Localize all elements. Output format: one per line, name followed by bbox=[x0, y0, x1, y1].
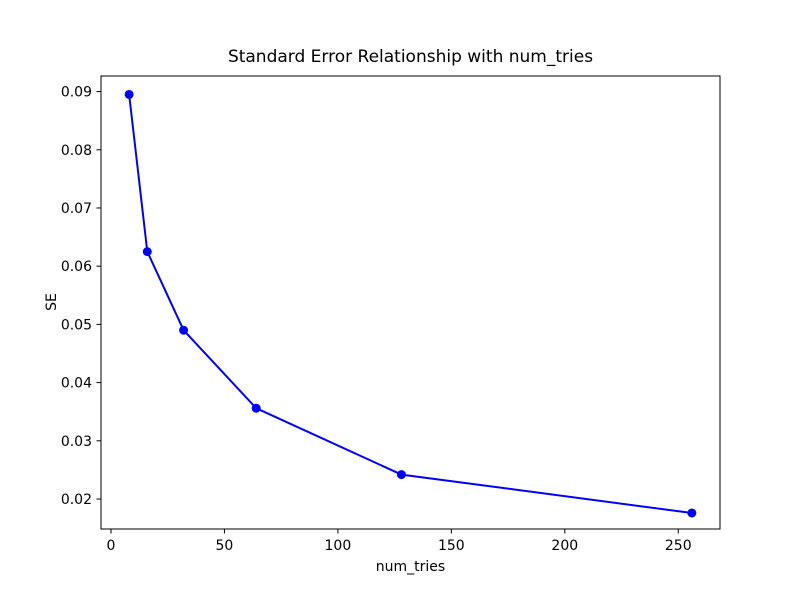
x-tick-label: 150 bbox=[438, 538, 465, 554]
x-axis-ticks: 0 50 100 150 200 250 bbox=[107, 529, 692, 554]
y-tick-label: 0.07 bbox=[61, 201, 92, 217]
y-tick-label: 0.06 bbox=[61, 259, 92, 275]
y-tick-label: 0.04 bbox=[61, 376, 92, 392]
data-series bbox=[124, 89, 697, 518]
y-tick-label: 0.09 bbox=[61, 85, 92, 101]
x-axis-label: num_tries bbox=[375, 559, 446, 575]
x-tick-label: 50 bbox=[216, 538, 234, 554]
se-line bbox=[128, 94, 692, 514]
data-point-marker bbox=[124, 89, 134, 99]
x-tick-label: 200 bbox=[551, 538, 578, 554]
data-point-marker bbox=[179, 325, 189, 335]
y-axis-ticks: 0.02 0.03 0.04 0.05 0.06 0.07 0.08 0.09 bbox=[61, 85, 101, 508]
y-tick-label: 0.08 bbox=[61, 143, 92, 159]
y-tick-label: 0.05 bbox=[61, 317, 92, 333]
y-tick-label: 0.03 bbox=[61, 434, 92, 450]
x-tick-label: 0 bbox=[107, 538, 116, 554]
data-point-marker bbox=[142, 247, 152, 257]
chart-title: Standard Error Relationship with num_tri… bbox=[227, 47, 594, 67]
x-tick-label: 100 bbox=[325, 538, 352, 554]
data-point-marker bbox=[396, 470, 406, 480]
data-point-marker bbox=[687, 508, 697, 518]
x-tick-label: 250 bbox=[665, 538, 692, 554]
plot-area bbox=[100, 75, 721, 530]
data-point-marker bbox=[251, 403, 261, 413]
y-tick-label: 0.02 bbox=[61, 492, 92, 508]
